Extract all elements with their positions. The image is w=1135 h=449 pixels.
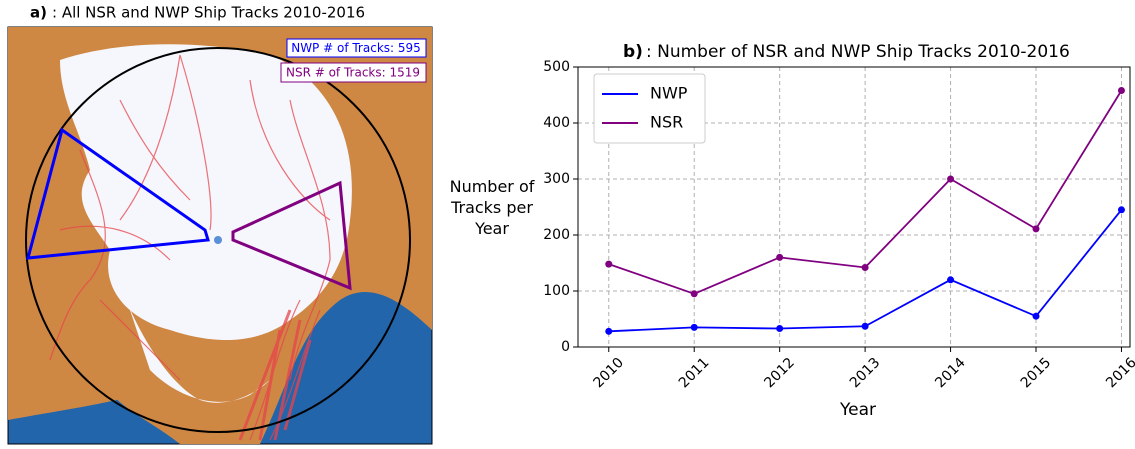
- legend-label: NSR: [650, 113, 683, 132]
- y-tick-label: 200: [543, 227, 570, 243]
- map: NWP # of Tracks: 595 NSR # of Tracks: 15…: [7, 26, 433, 445]
- point: [776, 253, 784, 261]
- point: [1032, 312, 1040, 320]
- y-tick-label: 500: [543, 59, 570, 75]
- map-boundary: [25, 47, 411, 433]
- point: [1032, 225, 1040, 233]
- x-tick-label: 2013: [847, 355, 884, 392]
- point: [605, 327, 613, 335]
- point: [690, 323, 698, 331]
- y-tick-label: 300: [543, 171, 570, 187]
- land: [8, 297, 180, 420]
- nsr-count: NSR # of Tracks: 1519: [286, 66, 420, 80]
- point: [947, 276, 955, 284]
- y-tick-label: 100: [543, 283, 570, 299]
- x-tick-label: 2014: [932, 355, 969, 392]
- x-tick-label: 2012: [761, 355, 798, 392]
- x-tick-label: 2016: [1103, 355, 1135, 392]
- x-tick-label: 2011: [676, 355, 713, 392]
- y-axis-label: Number of Tracks per Year: [449, 177, 535, 238]
- axes-frame: [577, 66, 1131, 348]
- point: [1117, 87, 1125, 95]
- sea-ice: [110, 250, 270, 403]
- point: [776, 325, 784, 333]
- legend-label: NWP: [650, 84, 688, 103]
- point: [605, 260, 613, 268]
- x-axis-label: Year: [839, 400, 876, 420]
- point: [861, 263, 869, 271]
- point: [947, 175, 955, 183]
- point: [690, 290, 698, 298]
- nsr-box: [280, 62, 427, 83]
- point: [1117, 206, 1125, 214]
- x-tick-label: 2015: [1018, 355, 1055, 392]
- point: [861, 322, 869, 330]
- y-tick-label: 400: [543, 115, 570, 131]
- nwp-count: NWP # of Tracks: 595: [291, 41, 421, 55]
- nwp-sector: [25, 127, 210, 260]
- plot: 0 100 200 300 400 500 2010 2011 2012 2013 2014 2015…: [543, 59, 1135, 391]
- chart-title-label: b): [623, 42, 643, 62]
- chart-title: : Number of NSR and NWP Ship Tracks 2010…: [646, 42, 1070, 62]
- ship-tracks: [49, 54, 331, 441]
- nsr-sector: [231, 180, 352, 291]
- map-title-label: a): [30, 4, 47, 22]
- x-tick-label: 2010: [591, 355, 628, 392]
- map-title: : All NSR and NWP Ship Tracks 2010-2016: [52, 4, 365, 22]
- legend-box: [593, 73, 706, 144]
- y-tick-label: 0: [561, 339, 570, 355]
- sea-ice: [60, 44, 352, 341]
- nwp-box: [286, 38, 427, 58]
- pole: [214, 236, 222, 244]
